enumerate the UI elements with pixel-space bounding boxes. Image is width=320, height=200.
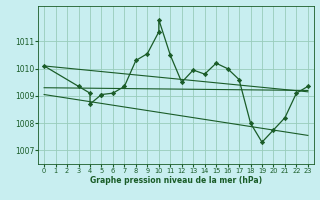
X-axis label: Graphe pression niveau de la mer (hPa): Graphe pression niveau de la mer (hPa) <box>90 176 262 185</box>
